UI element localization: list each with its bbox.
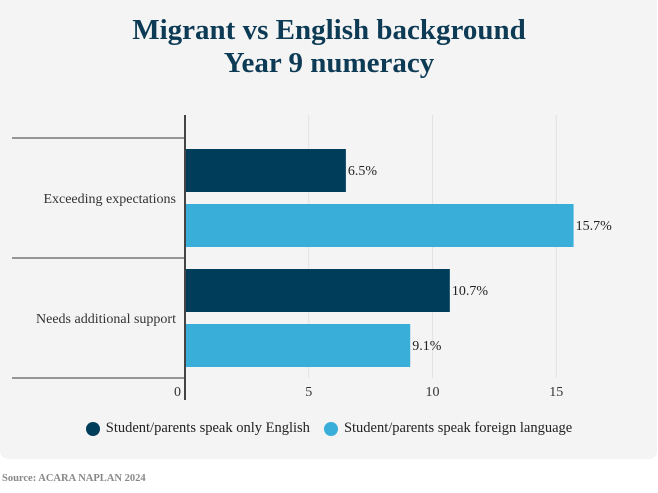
- data-label: 10.7%: [452, 284, 489, 299]
- chart-title: Migrant vs English background Year 9 nume…: [0, 14, 658, 80]
- data-label: 9.1%: [412, 339, 442, 354]
- bar: [185, 269, 450, 312]
- data-label: 6.5%: [348, 164, 378, 179]
- bar: [185, 204, 574, 247]
- category-label: Exceeding expectations: [43, 192, 176, 207]
- plot-area: 0 5 10 15 Exceeding expectations 6.5% 15.7% Nee…: [12, 115, 613, 400]
- legend-label: Student/parents speak foreign language: [343, 420, 573, 436]
- source-note: Source: ACARA NAPLAN 2024: [2, 473, 146, 484]
- bar: [185, 324, 411, 367]
- legend-item-english: Student/parents speak only English: [85, 420, 310, 437]
- x-tick-label: 0: [174, 385, 181, 400]
- legend: Student/parents speak only English Stude…: [0, 420, 658, 437]
- x-tick-label: 10: [426, 385, 440, 400]
- bar: [185, 149, 346, 192]
- category-label: Needs additional support: [36, 312, 176, 327]
- legend-dot-icon: [85, 421, 100, 436]
- x-tick-label: 5: [305, 385, 312, 400]
- legend-dot-icon: [323, 421, 338, 436]
- legend-item-foreign: Student/parents speak foreign language: [323, 420, 573, 437]
- title-line-2: Year 9 numeracy: [223, 47, 435, 79]
- title-line-1: Migrant vs English background: [132, 14, 526, 46]
- data-label: 15.7%: [576, 219, 613, 234]
- legend-label: Student/parents speak only English: [105, 420, 310, 436]
- x-tick-label: 15: [549, 385, 563, 400]
